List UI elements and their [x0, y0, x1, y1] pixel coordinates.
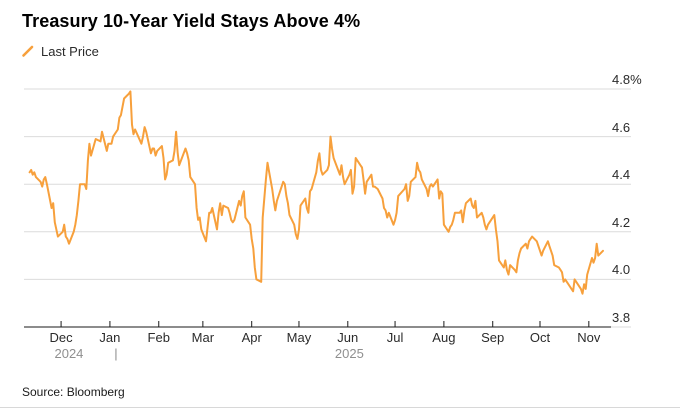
y-tick-label: 3.8	[612, 310, 631, 325]
bottom-divider	[0, 407, 680, 408]
last-price-line	[28, 90, 604, 295]
x-tick-label: Sep	[481, 330, 505, 345]
x-tick-label: Jan	[99, 330, 121, 345]
x-tick-label: May	[286, 330, 312, 345]
source-note: Source: Bloomberg	[22, 385, 125, 399]
year-label: 2024	[54, 346, 84, 361]
y-tick-label: 4.6	[612, 119, 631, 135]
legend-label: Last Price	[41, 43, 99, 59]
y-tick-label: 4.4	[612, 167, 631, 183]
year-label: 2025	[334, 346, 364, 361]
x-tick-label: Jul	[386, 330, 404, 345]
x-tick-label: Dec	[49, 330, 73, 345]
y-tick-label: 4.8%	[612, 72, 642, 87]
x-tick-label: Jun	[337, 330, 359, 345]
x-tick-label: Feb	[147, 330, 170, 345]
y-tick-label: 4.2	[612, 214, 631, 230]
x-tick-label: Aug	[432, 330, 456, 345]
legend-line-marker-icon	[22, 45, 34, 57]
chart-title: Treasury 10-Year Yield Stays Above 4%	[22, 11, 361, 31]
x-tick-label: Mar	[191, 330, 215, 345]
x-tick-label: Nov	[577, 330, 601, 345]
x-tick-label: Apr	[241, 330, 262, 345]
x-tick-label: Oct	[529, 330, 551, 345]
year-divider: |	[114, 346, 118, 361]
legend: Last Price	[21, 43, 99, 59]
y-tick-label: 4.0	[612, 262, 631, 278]
